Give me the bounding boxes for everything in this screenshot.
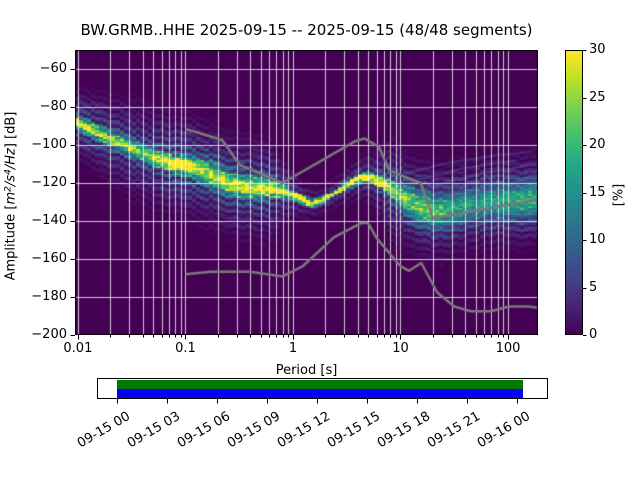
colorbar [565,50,583,335]
y-tick-label: −140 [31,213,67,228]
y-tick-label: −160 [31,251,67,266]
timeline-tick-label: 09-15 15 [324,409,383,452]
colorbar-tick-label: 10 [589,232,606,247]
y-axis-label-part: /s [3,174,19,187]
timeline-used-bar [117,389,523,398]
y-axis-label-part: ] [dB] [3,111,19,149]
x-tick-label: 0.1 [175,341,196,356]
colorbar-tick-label: 30 [589,42,606,57]
y-axis-label-part: Amplitude [ [3,204,19,281]
y-tick-label: −200 [31,327,67,342]
colorbar-tick-label: 25 [589,89,606,105]
ppsd-heatmap-canvas [75,50,538,335]
timeline-bar [97,378,548,399]
y-axis-label-part: m [3,191,19,205]
x-tick-label: 1 [288,341,298,356]
colorbar-tick-label: 0 [589,327,598,342]
colorbar-gradient [566,51,582,334]
y-axis-label-part: 2 [3,186,14,192]
colorbar-tick-label: 20 [589,137,606,152]
plot-title: BW.GRMB..HHE 2025-09-15 -- 2025-09-15 (4… [80,21,533,39]
y-tick-label: −120 [31,175,67,190]
y-tick-label: −180 [31,289,67,304]
y-axis-label-part: /Hz [3,148,19,170]
y-axis-label-part: 4 [3,169,14,175]
y-tick-label: −80 [39,99,67,114]
timeline-tick-label: 09-16 00 [474,409,533,452]
x-axis-label: Period [s] [275,363,338,378]
colorbar-tick-label: 5 [589,279,598,295]
x-tick-label: 100 [495,341,521,356]
timeline-tick-label: 09-15 03 [124,409,183,452]
x-tick-label: 10 [392,341,409,356]
timeline-tick-label: 09-15 06 [174,409,233,452]
timeline-tick-label: 09-15 21 [424,409,483,452]
timeline-available-bar [117,380,523,389]
timeline-tick-label: 09-15 18 [374,409,433,452]
y-tick-label: −100 [31,137,67,152]
x-tick-label: 0.01 [63,341,93,356]
timeline-tick-label: 09-15 09 [224,409,283,452]
timeline-tick-label: 09-15 12 [274,409,333,452]
colorbar-tick-label: 15 [589,184,606,200]
y-tick-label: −60 [39,61,67,76]
timeline-tick-label: 09-15 00 [74,409,133,452]
